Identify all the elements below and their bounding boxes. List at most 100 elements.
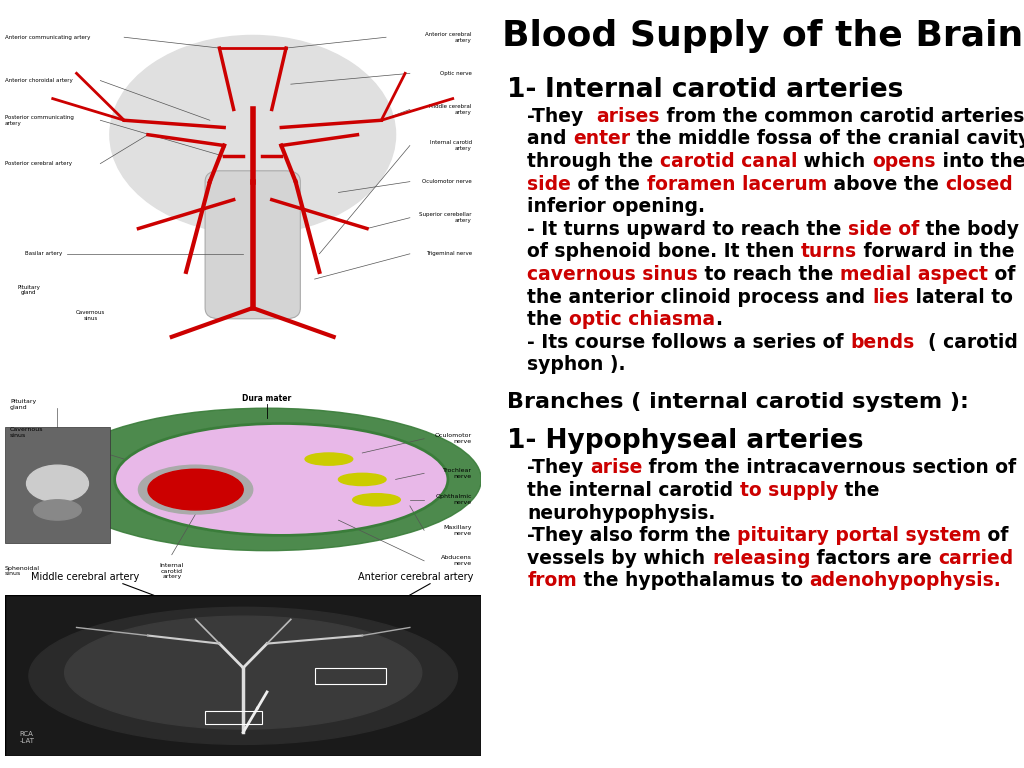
Text: Oculomotor nerve: Oculomotor nerve [422,179,472,184]
Text: -They also form the: -They also form the [527,526,737,545]
Ellipse shape [339,473,386,485]
Text: through the: through the [527,152,660,171]
Text: .: . [715,310,722,329]
Text: Carotid siphon: Carotid siphon [353,741,425,751]
Text: Branches ( internal carotid system ):: Branches ( internal carotid system ): [507,392,969,412]
Text: medial aspect: medial aspect [840,265,988,284]
Text: the middle fossa of the cranial cavity: the middle fossa of the cranial cavity [631,130,1024,148]
Circle shape [138,465,253,514]
Text: Middle cerebral artery: Middle cerebral artery [31,572,139,582]
Text: the: the [527,310,569,329]
Ellipse shape [110,35,395,234]
Text: Internal carotid artery: Internal carotid artery [70,741,176,751]
Text: Posterior communicating
artery: Posterior communicating artery [5,115,74,126]
Text: Superior cerebellar
artery: Superior cerebellar artery [419,212,472,223]
Ellipse shape [352,494,400,506]
Text: from: from [527,571,578,591]
Text: Middle cerebral
artery: Middle cerebral artery [429,104,472,115]
Text: Internal carotid
artery: Internal carotid artery [430,140,472,151]
Text: vessels by which: vessels by which [527,549,712,568]
Text: - It turns upward to reach the: - It turns upward to reach the [527,220,848,239]
Text: of sphenoid bone. It then: of sphenoid bone. It then [527,243,801,261]
Text: Oculomotor
nerve: Oculomotor nerve [434,433,472,444]
Ellipse shape [29,607,458,744]
Text: above the: above the [826,174,945,194]
Circle shape [148,469,244,510]
Text: enter: enter [573,130,631,148]
Text: and: and [527,130,573,148]
Text: Internal
carotid
artery: Internal carotid artery [160,563,184,579]
Ellipse shape [27,465,88,502]
Text: of the: of the [571,174,646,194]
Text: Blood Supply of the Brain: Blood Supply of the Brain [502,19,1024,53]
Text: Posterior cerebral artery: Posterior cerebral artery [5,161,72,166]
Text: of: of [988,265,1015,284]
Text: carotid canal: carotid canal [660,152,798,171]
Text: Internal carotid arteries: Internal carotid arteries [546,77,904,103]
Text: foramen lacerum: foramen lacerum [646,174,826,194]
Text: Cavernous
sinus: Cavernous sinus [10,427,43,438]
Text: the body: the body [920,220,1020,239]
Text: Anterior choroidal artery: Anterior choroidal artery [5,78,73,83]
Text: the: the [839,481,880,500]
Text: RCA
-LAT: RCA -LAT [19,730,35,743]
Text: 1- Hypophyseal arteries: 1- Hypophyseal arteries [507,429,863,455]
Text: from the intracavernous section of: from the intracavernous section of [642,458,1017,478]
Text: to reach the: to reach the [698,265,840,284]
Text: Anterior cerebral
artery: Anterior cerebral artery [425,31,472,43]
Text: adenohypophysis.: adenohypophysis. [810,571,1001,591]
Text: opens: opens [872,152,936,171]
Text: pituitary portal system: pituitary portal system [737,526,981,545]
Text: Trochlear
nerve: Trochlear nerve [442,468,472,478]
Ellipse shape [34,500,81,520]
Text: side: side [527,174,571,194]
Text: to supply: to supply [740,481,839,500]
Text: bends: bends [850,333,914,352]
Text: lateral to: lateral to [909,287,1013,306]
Text: Anterior communicating artery: Anterior communicating artery [5,35,90,40]
Text: forward in the: forward in the [857,243,1015,261]
Text: releasing: releasing [712,549,810,568]
FancyBboxPatch shape [5,595,481,756]
Text: 1-: 1- [507,77,546,103]
Text: factors are: factors are [810,549,939,568]
Text: Abducens
nerve: Abducens nerve [441,555,472,566]
Text: arise: arise [590,458,642,478]
Text: Cavernous
sinus: Cavernous sinus [76,310,105,320]
Text: arises: arises [597,107,660,126]
Text: Ophthalmic
nerve: Ophthalmic nerve [435,495,472,505]
Text: the anterior clinoid process and: the anterior clinoid process and [527,287,872,306]
Text: of: of [981,526,1009,545]
Text: - Its course follows a series of: - Its course follows a series of [527,333,850,352]
Ellipse shape [53,409,481,551]
Ellipse shape [305,453,352,465]
Ellipse shape [65,616,422,729]
Text: cavernous sinus: cavernous sinus [527,265,698,284]
Text: Basilar artery: Basilar artery [25,251,62,257]
Text: -They: -They [527,458,590,478]
Text: Dura mater: Dura mater [243,393,292,402]
Text: optic chiasma: optic chiasma [569,310,715,329]
Text: turns: turns [801,243,857,261]
Text: into the: into the [936,152,1024,171]
Text: which: which [798,152,872,171]
Text: the hypothalamus to: the hypothalamus to [578,571,810,591]
Text: Anterior cerebral artery: Anterior cerebral artery [358,572,474,582]
Text: syphon ).: syphon ). [527,356,626,374]
Text: lies: lies [872,287,909,306]
Text: carried: carried [939,549,1014,568]
FancyBboxPatch shape [5,426,110,542]
Text: from the common carotid arteries: from the common carotid arteries [660,107,1024,126]
Text: Optic nerve: Optic nerve [440,71,472,76]
Text: Maxillary
nerve: Maxillary nerve [443,525,472,536]
Text: the internal carotid: the internal carotid [527,481,740,500]
Text: Pituitary
gland: Pituitary gland [10,399,36,409]
Text: Sphenoidal
sinus: Sphenoidal sinus [5,565,40,577]
Text: -They: -They [527,107,597,126]
Ellipse shape [115,423,447,535]
Text: ( carotid: ( carotid [914,333,1018,352]
FancyBboxPatch shape [205,170,300,319]
Text: neurohypophysis.: neurohypophysis. [527,504,716,523]
Text: inferior opening.: inferior opening. [527,197,706,217]
Text: closed: closed [945,174,1013,194]
